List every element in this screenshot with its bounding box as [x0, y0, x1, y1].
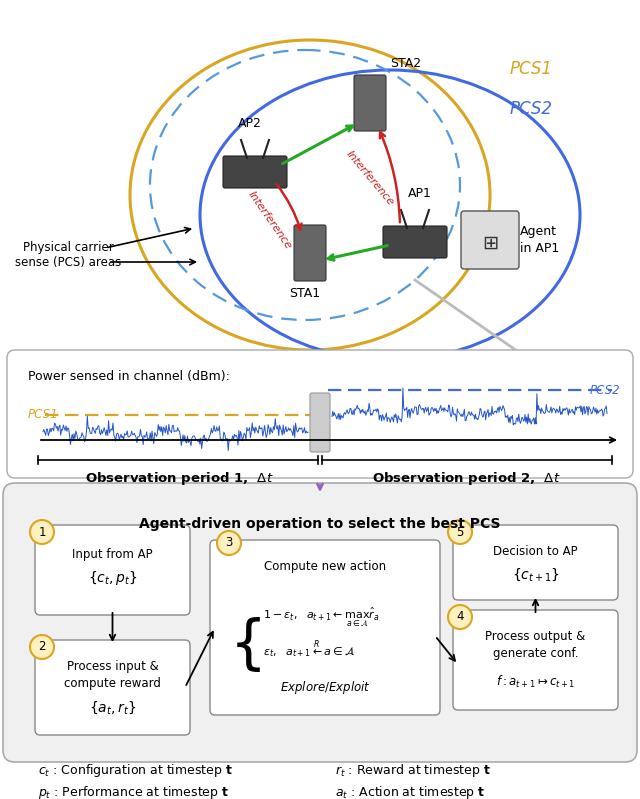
FancyBboxPatch shape	[35, 525, 190, 615]
Text: compute reward: compute reward	[64, 677, 161, 690]
Text: $f: a_{t+1} \mapsto c_{t+1}$: $f: a_{t+1} \mapsto c_{t+1}$	[496, 674, 575, 690]
Text: Compute new action: Compute new action	[264, 560, 386, 573]
Text: 4: 4	[456, 610, 464, 623]
Text: generate conf.: generate conf.	[493, 647, 579, 660]
Text: AP2: AP2	[238, 117, 262, 130]
FancyBboxPatch shape	[461, 211, 519, 269]
Text: $\{c_t, p_t\}$: $\{c_t, p_t\}$	[88, 569, 138, 587]
Text: $a_t$ : Action at timestep $\mathbf{t}$: $a_t$ : Action at timestep $\mathbf{t}$	[335, 784, 485, 799]
FancyBboxPatch shape	[453, 610, 618, 710]
Text: Input from AP: Input from AP	[72, 548, 153, 561]
Text: Agent-driven operation to select the best PCS: Agent-driven operation to select the bes…	[140, 517, 500, 531]
Circle shape	[30, 635, 54, 659]
Circle shape	[30, 520, 54, 544]
Text: STA1: STA1	[289, 287, 321, 300]
Text: Process input &: Process input &	[67, 660, 158, 673]
Text: $1-\varepsilon_t,\ \ a_{t+1} \leftarrow \underset{a \in \mathcal{A}}{\max}\hat{r: $1-\varepsilon_t,\ \ a_{t+1} \leftarrow …	[263, 606, 380, 628]
Text: Power sensed in channel (dBm):: Power sensed in channel (dBm):	[28, 370, 230, 383]
Text: ⊞: ⊞	[482, 233, 498, 252]
Text: $\{a_t, r_t\}$: $\{a_t, r_t\}$	[89, 699, 136, 716]
Text: $p_t$ : Performance at timestep $\mathbf{t}$: $p_t$ : Performance at timestep $\mathbf…	[38, 784, 229, 799]
Text: AP1: AP1	[408, 187, 432, 200]
Text: Process output &: Process output &	[485, 630, 586, 643]
Text: Agent: Agent	[520, 225, 557, 238]
FancyBboxPatch shape	[210, 540, 440, 715]
Text: Decision to AP: Decision to AP	[493, 545, 578, 558]
Text: Interference: Interference	[344, 149, 396, 208]
Text: 1: 1	[38, 526, 45, 539]
FancyBboxPatch shape	[383, 226, 447, 258]
Text: $\varepsilon_t,\ \ a_{t+1} \overset{R}{\leftarrow} a \in \mathcal{A}$: $\varepsilon_t,\ \ a_{t+1} \overset{R}{\…	[263, 639, 356, 661]
Text: Observation period 2,  $\Delta t$: Observation period 2, $\Delta t$	[372, 470, 561, 487]
Text: STA2: STA2	[390, 57, 421, 70]
Text: Observation period 1,  $\Delta t$: Observation period 1, $\Delta t$	[84, 470, 273, 487]
FancyBboxPatch shape	[7, 350, 633, 478]
Text: in AP1: in AP1	[520, 241, 559, 255]
FancyBboxPatch shape	[3, 483, 637, 762]
Text: $c_t$ : Configuration at timestep $\mathbf{t}$: $c_t$ : Configuration at timestep $\math…	[38, 762, 233, 779]
FancyBboxPatch shape	[294, 225, 326, 281]
Text: PCS1: PCS1	[510, 60, 553, 78]
FancyBboxPatch shape	[310, 393, 330, 452]
Text: 3: 3	[225, 536, 233, 550]
FancyBboxPatch shape	[35, 640, 190, 735]
Text: $\mathit{Explore/Exploit}$: $\mathit{Explore/Exploit}$	[280, 679, 371, 697]
Text: $\{c_{t+1}\}$: $\{c_{t+1}\}$	[511, 566, 559, 583]
FancyBboxPatch shape	[223, 156, 287, 188]
Text: Interference: Interference	[246, 189, 294, 251]
Circle shape	[448, 520, 472, 544]
Text: $r_t$ : Reward at timestep $\mathbf{t}$: $r_t$ : Reward at timestep $\mathbf{t}$	[335, 762, 491, 779]
FancyBboxPatch shape	[354, 75, 386, 131]
Text: PCS1: PCS1	[28, 408, 59, 422]
Text: Physical carrier
sense (PCS) areas: Physical carrier sense (PCS) areas	[15, 241, 121, 269]
Text: {: {	[230, 617, 267, 674]
Text: PCS2: PCS2	[510, 100, 553, 118]
Circle shape	[448, 605, 472, 629]
Text: PCS2: PCS2	[590, 384, 621, 396]
Text: 5: 5	[456, 526, 464, 539]
FancyBboxPatch shape	[453, 525, 618, 600]
Text: 2: 2	[38, 641, 45, 654]
Circle shape	[217, 531, 241, 555]
